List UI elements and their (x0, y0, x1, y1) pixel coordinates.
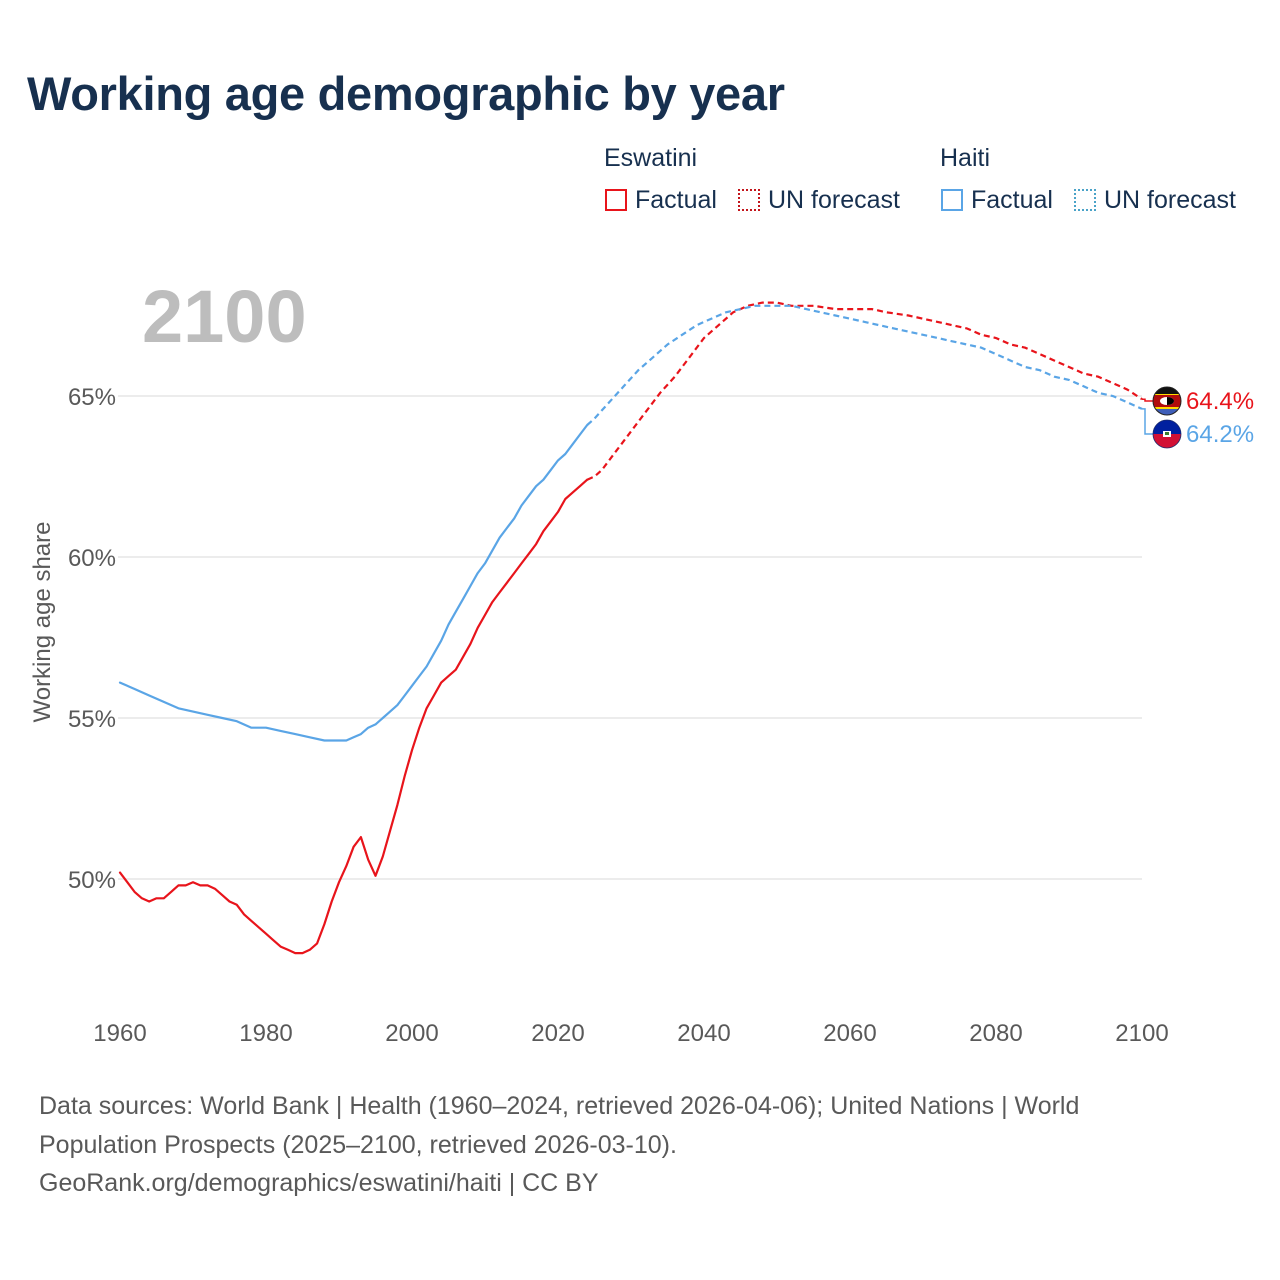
x-tick-label: 1960 (93, 1020, 146, 1047)
legend-group-eswatini: Eswatini (604, 144, 698, 172)
footer-attribution[interactable]: GeoRank.org/demographics/eswatini/haiti … (39, 1169, 599, 1197)
footer-sources-line-2: Population Prospects (2025–2100, retriev… (39, 1130, 677, 1159)
x-tick-label: 2020 (531, 1020, 584, 1047)
legend-label: UN forecast (768, 185, 900, 214)
year-overlay: 2100 (142, 275, 307, 358)
legend-haiti-forecast[interactable]: UN forecast (1074, 185, 1236, 215)
x-tick-label: 2100 (1115, 1020, 1168, 1047)
flag-border (1152, 386, 1182, 416)
axes: 50% 55% 60% 65% 1960 1980 2000 2020 2040 2060 2080… (29, 384, 1169, 1047)
y-tick-label: 50% (68, 867, 116, 894)
series-line-eswatini-forecast (586, 301, 1143, 481)
eswatini-flag-icon (1153, 387, 1181, 415)
series-line-haiti-forecast (586, 304, 1143, 426)
end-value-label-haiti: 64.2% (1186, 421, 1254, 448)
legend-swatch-dotted-blue (1074, 189, 1096, 211)
legend-swatch-dotted-red (738, 189, 760, 211)
footer-sources-line-1: Data sources: World Bank | Health (1960–… (39, 1092, 1080, 1120)
series-line-eswatini-factual (118, 478, 589, 955)
legend-haiti-factual[interactable]: Factual (941, 185, 1053, 215)
flag-border (1152, 419, 1182, 449)
flag-shield-dark (1167, 397, 1174, 405)
x-tick-label: 2080 (969, 1020, 1022, 1047)
flag-top-dark (1153, 387, 1181, 394)
legend-eswatini-factual[interactable]: Factual (605, 185, 717, 215)
footer: Data sources: World Bank | Health (1960–… (39, 1087, 1219, 1203)
end-value-label-eswatini: 64.4% (1186, 388, 1254, 415)
haiti-flag-icon (1153, 420, 1181, 448)
x-tick-label: 2040 (677, 1020, 730, 1047)
legend-label: Factual (635, 185, 717, 214)
x-tick-label: 1980 (239, 1020, 292, 1047)
y-tick-label: 65% (68, 384, 116, 411)
flag-band-red (1153, 434, 1181, 448)
x-tick-label: 2060 (823, 1020, 876, 1047)
series-line-haiti-factual (118, 423, 589, 742)
legend-label: UN forecast (1104, 185, 1236, 214)
y-axis-title: Working age share (29, 522, 56, 723)
legend-eswatini-forecast[interactable]: UN forecast (738, 185, 900, 215)
flag-band-blue (1153, 420, 1181, 434)
end-labels: 64.4% 64.2% (1142, 386, 1254, 449)
leader-line-eswatini (1142, 398, 1153, 402)
legend-label: Factual (971, 185, 1053, 214)
y-tick-label: 55% (68, 706, 116, 733)
y-tick-label: 60% (68, 545, 116, 572)
leader-line-haiti (1142, 408, 1153, 435)
legend-group-haiti: Haiti (940, 144, 991, 172)
line-chart: 2100 50% 55% 60% 65% 1960 1980 2000 2020 2040 206… (29, 275, 1254, 1047)
series-lines (118, 301, 1143, 955)
flag-emblem-palm (1165, 432, 1169, 435)
chart-title: Working age demographic by year (27, 67, 785, 120)
legend-swatch-solid-blue (941, 189, 963, 211)
grid-lines (118, 395, 1142, 880)
x-tick-label: 2000 (385, 1020, 438, 1047)
legend-swatch-solid-red (605, 189, 627, 211)
